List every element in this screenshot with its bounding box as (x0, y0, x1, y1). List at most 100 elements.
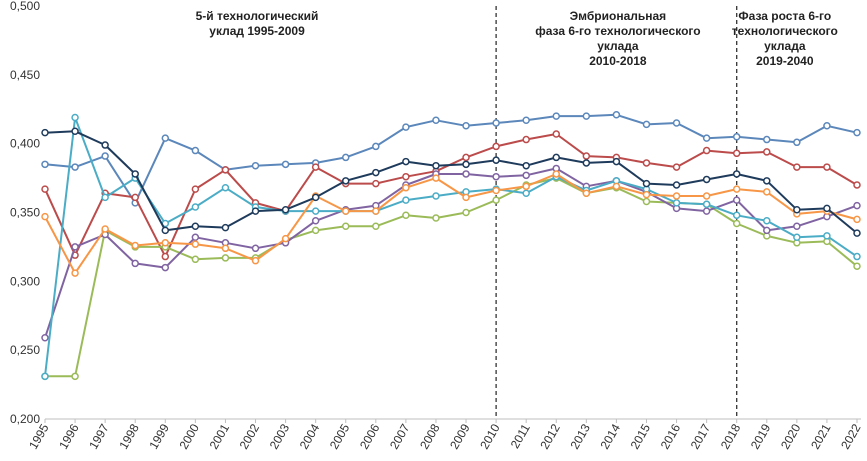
data-point (341, 207, 350, 215)
data-point (763, 135, 771, 144)
y-tick-label: 0,300 (10, 274, 40, 288)
data-point (492, 196, 500, 204)
x-tick-label: 2011 (508, 421, 533, 451)
data-point (522, 189, 530, 197)
data-point (101, 141, 109, 149)
y-tick-label: 0,250 (10, 343, 40, 357)
data-point (191, 240, 200, 248)
data-point (281, 160, 290, 169)
x-tick-label: 2006 (357, 421, 383, 451)
data-point (462, 122, 470, 130)
data-point (793, 205, 801, 214)
data-point (823, 163, 831, 171)
y-tick-label: 0,500 (10, 0, 40, 13)
data-point (131, 259, 139, 268)
series-7 (41, 127, 861, 237)
x-tick-label: 2005 (327, 421, 353, 451)
data-point (311, 163, 320, 171)
annotation-line: технологического (732, 24, 838, 38)
series-line (44, 130, 858, 234)
data-point (702, 192, 711, 200)
data-point (311, 193, 320, 202)
data-point (281, 234, 290, 243)
data-point (522, 171, 530, 180)
data-point (732, 185, 741, 193)
x-tick-label: 1999 (146, 421, 172, 451)
data-point (732, 211, 741, 220)
data-point (71, 243, 79, 251)
data-point (853, 262, 861, 270)
data-point (41, 160, 49, 169)
data-point (492, 142, 500, 151)
data-point (642, 179, 651, 188)
phase-annotation: Эмбриональная фаза 6-го технологического у… (535, 9, 700, 68)
data-point (552, 112, 561, 120)
data-point (372, 207, 380, 215)
data-point (522, 135, 530, 144)
annotation-line: 2010-2018 (589, 54, 647, 68)
series-6 (41, 170, 861, 277)
data-point (612, 111, 621, 119)
data-point (853, 201, 861, 210)
data-point (702, 207, 711, 215)
data-point (41, 128, 49, 137)
data-point (793, 138, 801, 147)
data-point (191, 233, 200, 242)
data-point (341, 177, 350, 185)
y-tick-label: 0,450 (10, 68, 40, 82)
data-point (462, 170, 470, 178)
data-point (763, 226, 771, 235)
annotation-line: 2019-2040 (756, 54, 814, 68)
x-tick-label: 2015 (628, 421, 654, 451)
data-point (402, 123, 410, 131)
data-point (311, 217, 320, 225)
data-point (341, 153, 350, 162)
data-point (131, 193, 139, 202)
data-point (763, 148, 771, 156)
x-tick-label: 2020 (778, 421, 804, 451)
data-point (372, 142, 380, 151)
data-point (853, 128, 861, 137)
data-point (221, 183, 230, 192)
data-point (341, 222, 350, 231)
data-point (161, 226, 170, 235)
annotation-line: Фаза роста 6-го (738, 9, 831, 23)
data-point (732, 196, 741, 204)
data-point (853, 215, 861, 224)
data-point (732, 149, 741, 158)
data-point (552, 170, 561, 178)
data-point (582, 189, 591, 197)
data-point (71, 113, 79, 122)
data-point (191, 255, 200, 264)
data-point (853, 181, 861, 189)
data-point (221, 166, 230, 174)
data-point (372, 222, 380, 231)
x-tick-label: 2013 (567, 421, 593, 451)
data-point (432, 214, 440, 222)
data-point (191, 222, 200, 231)
x-tick-label: 2017 (688, 421, 714, 451)
data-point (101, 152, 109, 160)
phase-annotation: Фаза роста 6-го технологического уклада 201… (732, 9, 838, 68)
data-point (462, 193, 470, 202)
data-point (71, 372, 79, 381)
data-point (221, 254, 230, 262)
x-tick-label: 2008 (417, 421, 443, 451)
series-line (45, 177, 858, 378)
data-point (582, 112, 591, 120)
data-point (71, 127, 79, 136)
x-tick-label: 2021 (808, 421, 834, 451)
data-point (823, 122, 831, 130)
data-point (522, 161, 530, 170)
x-tick-label: 1996 (56, 421, 82, 451)
series-line (44, 116, 858, 377)
data-point (823, 204, 831, 213)
phase-annotations: 5-й технологический уклад 1995-2009 Эмбрио… (196, 9, 838, 68)
x-tick-label: 2000 (176, 421, 202, 451)
data-point (853, 252, 861, 261)
data-point (522, 182, 530, 191)
data-point (191, 203, 200, 211)
x-tick-label: 2022 (838, 421, 864, 451)
x-tick-label: 1998 (116, 421, 142, 451)
data-point (131, 170, 139, 178)
